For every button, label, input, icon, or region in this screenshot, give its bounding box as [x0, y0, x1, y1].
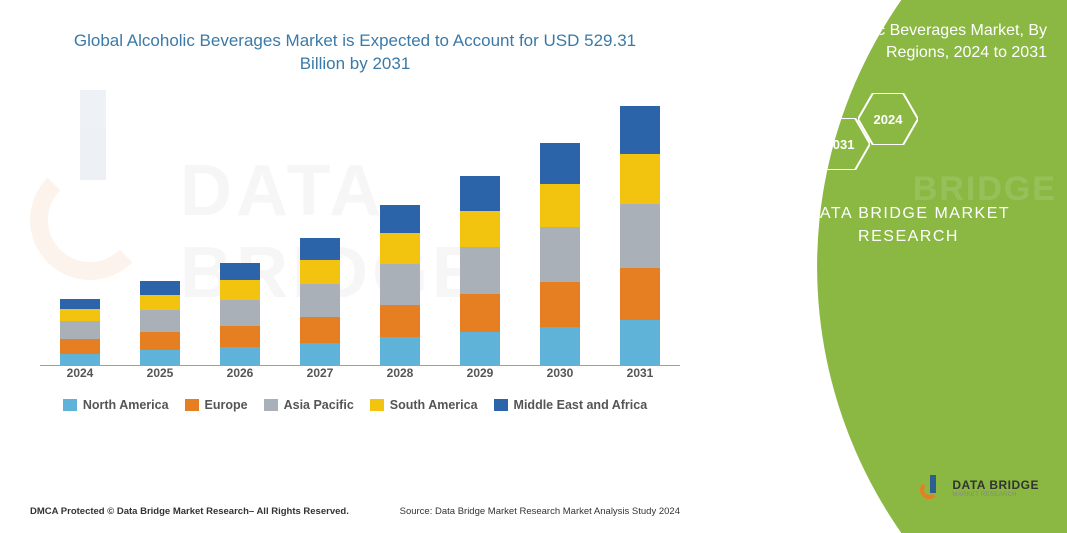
segment-north-america [460, 332, 500, 365]
left-panel: DATA BRIDGE Global Alcoholic Beverages M… [0, 0, 710, 533]
xlabel-2029: 2029 [460, 366, 500, 386]
bar-group [40, 106, 680, 366]
legend-swatch [494, 399, 508, 411]
segment-middle-east-and-africa [140, 281, 180, 295]
segment-europe [460, 294, 500, 332]
segment-asia-pacific [300, 284, 340, 317]
segment-europe [540, 282, 580, 327]
segment-middle-east-and-africa [460, 176, 500, 210]
x-axis-labels: 2024 2025 2026 2027 2028 2029 2030 2031 [40, 366, 680, 386]
bar-2027 [300, 238, 340, 365]
legend-item-middle-east-and-africa: Middle East and Africa [494, 398, 648, 412]
xlabel-2025: 2025 [140, 366, 180, 386]
legend-label: Europe [205, 398, 248, 412]
segment-north-america [300, 343, 340, 365]
segment-south-america [540, 184, 580, 227]
segment-asia-pacific [460, 247, 500, 294]
segment-south-america [140, 295, 180, 310]
bar-2030 [540, 143, 580, 365]
segment-europe [140, 332, 180, 350]
brand-name: DATA BRIDGE MARKET RESEARCH [770, 203, 1047, 248]
right-panel: BRIDGE Global Alcoholic Beverages Market… [710, 0, 1067, 533]
segment-middle-east-and-africa [380, 205, 420, 233]
legend: North America Europe Asia Pacific South Ame… [30, 398, 680, 412]
segment-middle-east-and-africa [620, 106, 660, 154]
legend-item-europe: Europe [185, 398, 248, 412]
segment-north-america [540, 327, 580, 365]
segment-middle-east-and-africa [220, 263, 260, 280]
legend-label: South America [390, 398, 478, 412]
segment-south-america [380, 233, 420, 264]
bar-2028 [380, 205, 420, 365]
segment-asia-pacific [380, 264, 420, 305]
root: DATA BRIDGE Global Alcoholic Beverages M… [0, 0, 1067, 533]
xlabel-2028: 2028 [380, 366, 420, 386]
hex-2024: 2024 [858, 93, 918, 145]
segment-asia-pacific [60, 321, 100, 339]
segment-europe [380, 305, 420, 338]
logo-icon [920, 475, 946, 501]
xlabel-2024: 2024 [60, 366, 100, 386]
legend-swatch [185, 399, 199, 411]
legend-swatch [264, 399, 278, 411]
segment-europe [60, 339, 100, 354]
bar-2024 [60, 299, 100, 365]
bar-2025 [140, 281, 180, 365]
segment-europe [220, 326, 260, 347]
segment-north-america [620, 320, 660, 365]
chart-area: 2024 2025 2026 2027 2028 2029 2030 2031 [40, 86, 680, 386]
right-title: Global Alcoholic Beverages Market, By Re… [770, 20, 1047, 63]
xlabel-2031: 2031 [620, 366, 660, 386]
segment-asia-pacific [140, 310, 180, 332]
segment-north-america [380, 337, 420, 365]
segment-north-america [60, 354, 100, 365]
legend-label: Asia Pacific [284, 398, 354, 412]
logo-subtext: MARKET RESEARCH [952, 492, 1039, 498]
xlabel-2027: 2027 [300, 366, 340, 386]
segment-asia-pacific [220, 300, 260, 326]
segment-north-america [140, 350, 180, 365]
legend-swatch [370, 399, 384, 411]
segment-asia-pacific [540, 227, 580, 282]
segment-south-america [300, 260, 340, 284]
legend-label: Middle East and Africa [514, 398, 648, 412]
segment-middle-east-and-africa [300, 238, 340, 260]
legend-item-north-america: North America [63, 398, 169, 412]
legend-swatch [63, 399, 77, 411]
bar-2026 [220, 263, 260, 365]
xlabel-2030: 2030 [540, 366, 580, 386]
bar-2031 [620, 106, 660, 365]
brand-logo: DATA BRIDGE MARKET RESEARCH [920, 475, 1039, 501]
xlabel-2026: 2026 [220, 366, 260, 386]
segment-middle-east-and-africa [540, 143, 580, 184]
segment-south-america [460, 211, 500, 248]
segment-europe [300, 317, 340, 343]
segment-south-america [220, 280, 260, 300]
chart-title: Global Alcoholic Beverages Market is Exp… [70, 30, 640, 76]
segment-middle-east-and-africa [60, 299, 100, 309]
hexagon-group: 2031 2024 [810, 93, 1047, 183]
segment-south-america [60, 309, 100, 321]
segment-asia-pacific [620, 204, 660, 268]
segment-south-america [620, 154, 660, 204]
bar-2029 [460, 176, 500, 365]
segment-north-america [220, 347, 260, 365]
legend-item-asia-pacific: Asia Pacific [264, 398, 354, 412]
footer-source: Source: Data Bridge Market Research Mark… [400, 506, 680, 517]
logo-text: DATA BRIDGE [952, 478, 1039, 492]
footer: DMCA Protected © Data Bridge Market Rese… [30, 506, 680, 517]
segment-europe [620, 268, 660, 320]
legend-item-south-america: South America [370, 398, 478, 412]
footer-copyright: DMCA Protected © Data Bridge Market Rese… [30, 506, 349, 517]
legend-label: North America [83, 398, 169, 412]
